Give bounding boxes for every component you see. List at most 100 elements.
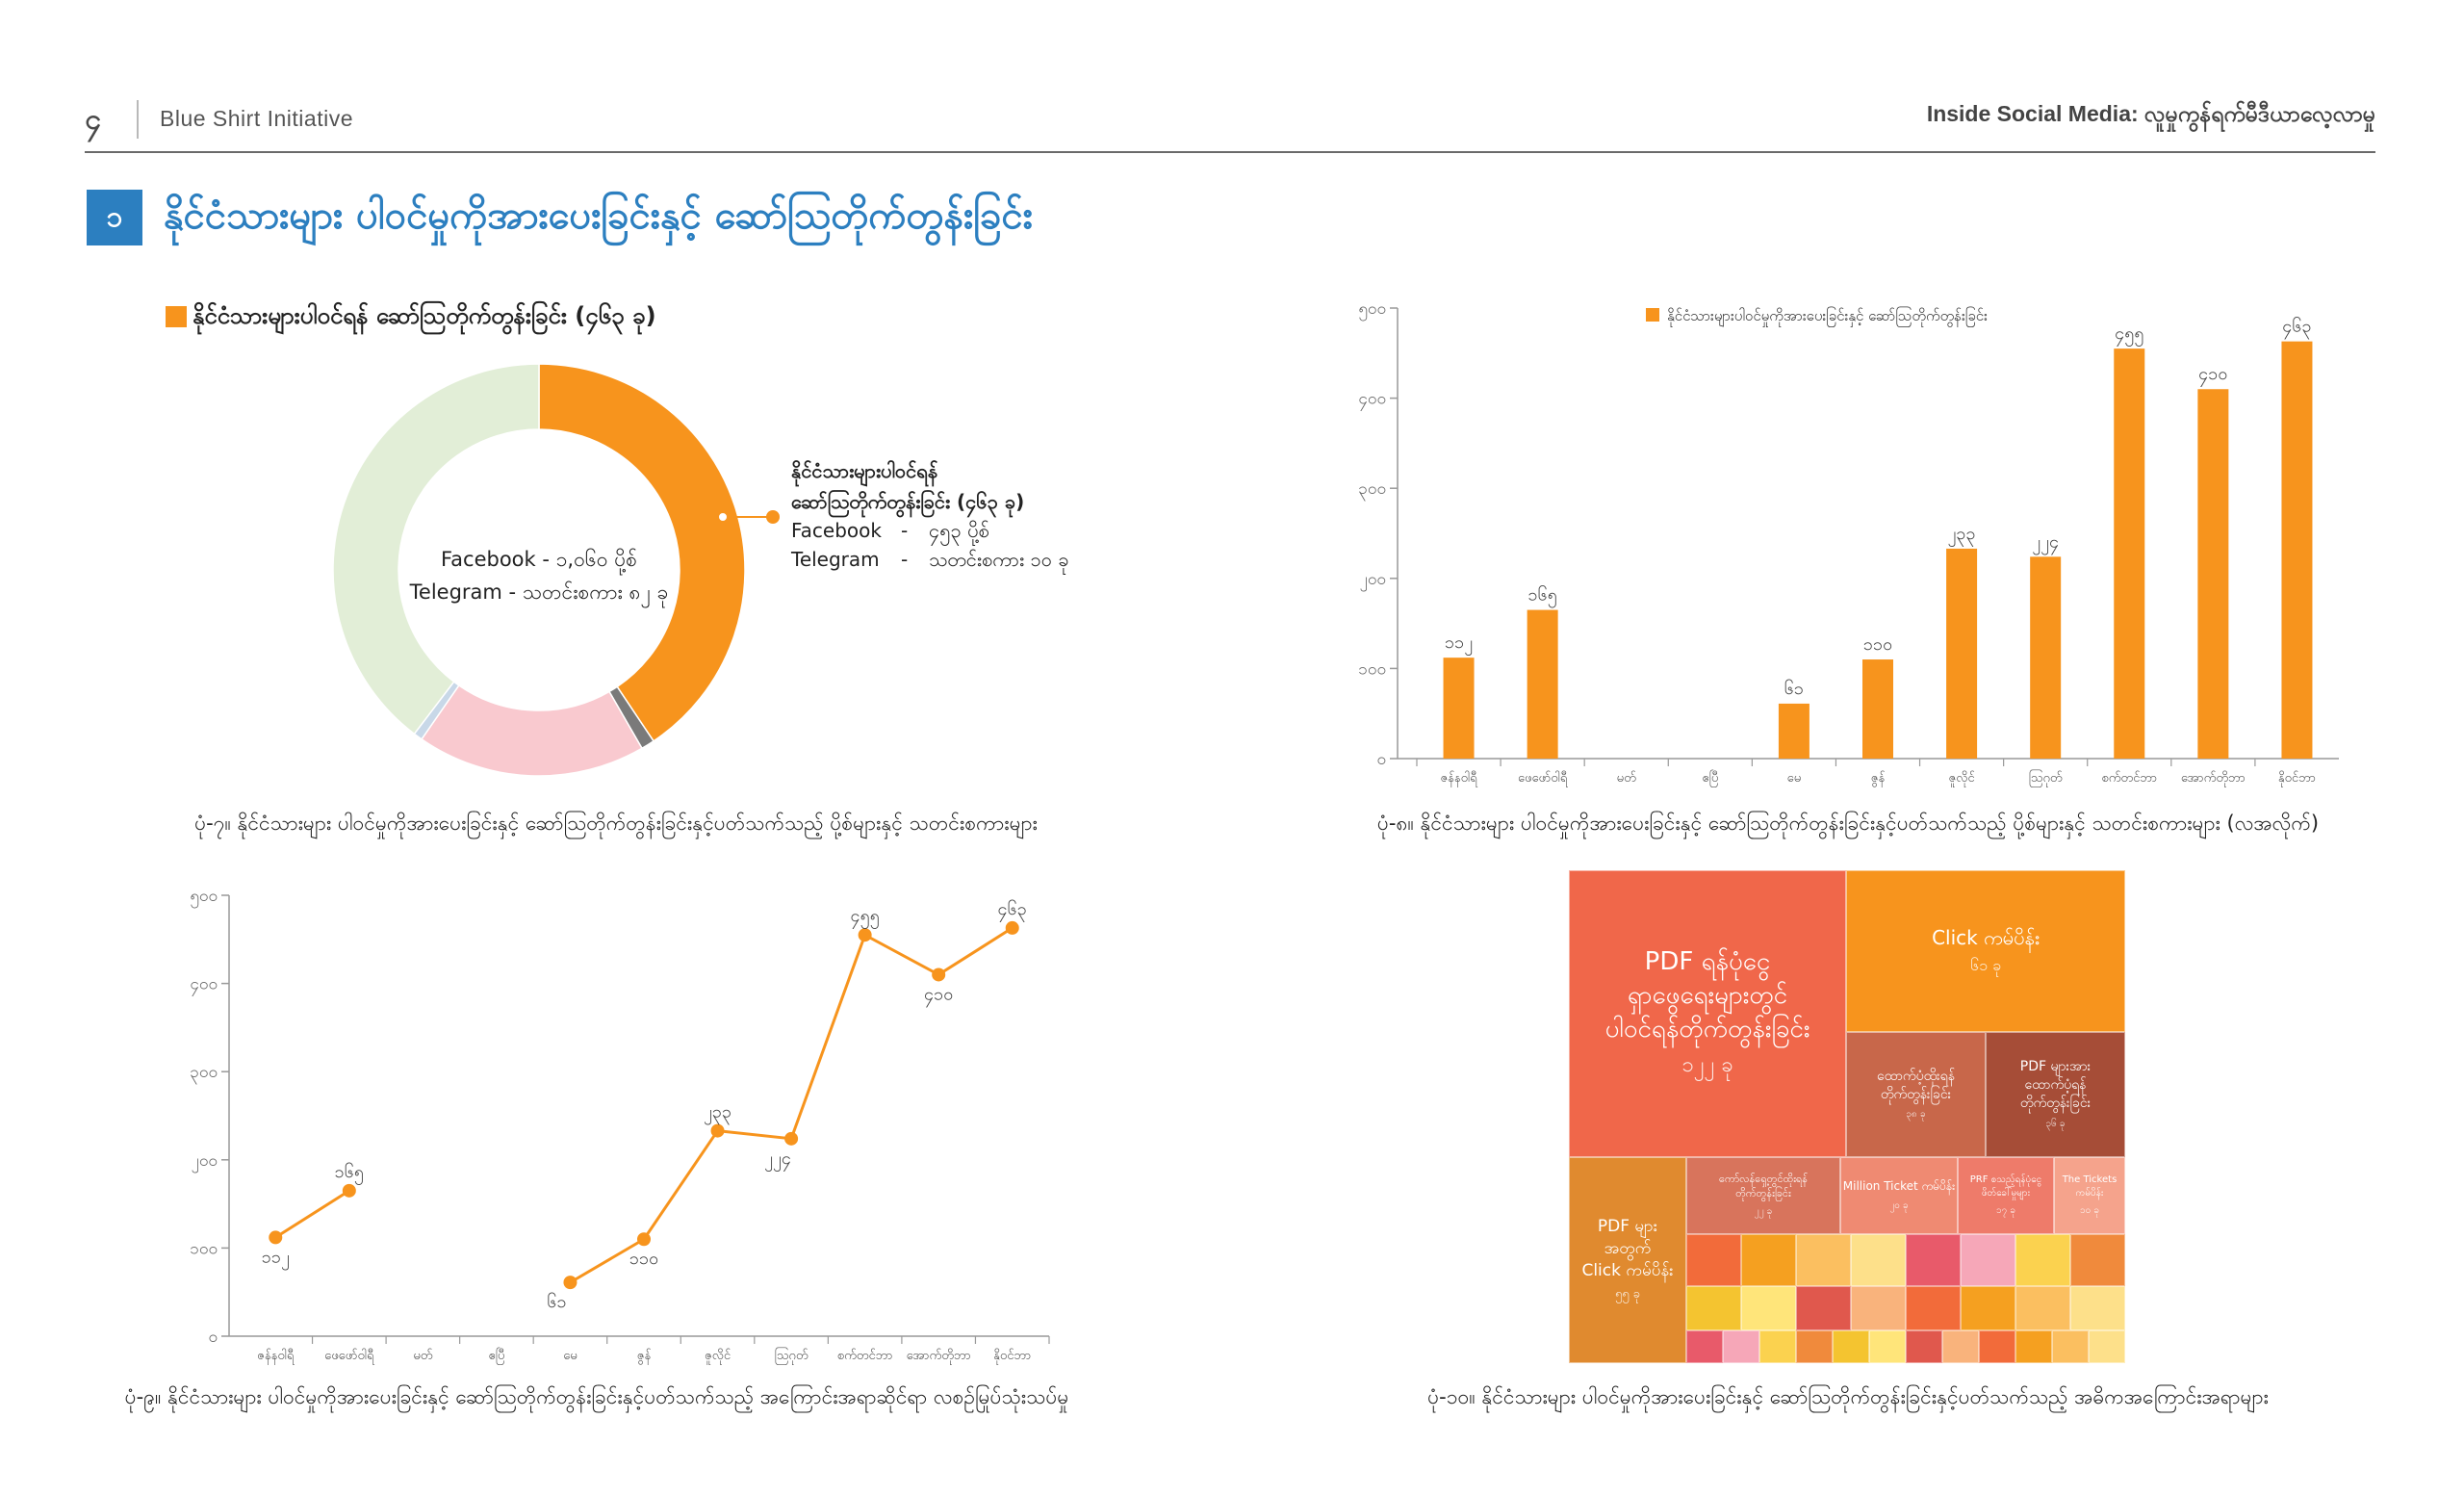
bar-9 [2197,389,2229,759]
treemap-small-tile [1759,1330,1796,1363]
line-point-9 [932,967,946,982]
bar-ytick-label: ၄၀၀ [1358,390,1386,412]
line-value-label: ၄၁၀ [924,984,953,1007]
bar-6 [1946,548,1978,759]
callout-fb-value: ၄၅၃ ပို့စ် [929,519,989,546]
bar-value-label: ၆၁ [1784,679,1804,699]
bar-value-label: ၄၁၀ [2198,364,2227,387]
bar-8 [2114,348,2145,759]
topics-treemap: PDF ရန်ပုံငွေ ရှာဖွေရေးများတွင် ပါဝင်ရန်… [1569,870,2125,1363]
bar-ytick-label: ၃၀၀ [1358,479,1386,502]
treemap-cell-label: PRF စသည့်ရန်ပုံငွေ ဖိတ်ခေါ်မှုများ [1969,1174,2042,1199]
line-xtick-label: ဇူလိုင် [705,1348,732,1365]
bar-ytick-label: ၂၀၀ [1360,570,1386,592]
line-value-label: ၁၁၀ [629,1249,658,1269]
treemap-cell: The Tickets ကမ်ပိန်း၁၀ ခု [2054,1157,2125,1234]
treemap-small-tile [1906,1286,1961,1330]
treemap-cell-value: ၆၁ ခု [1969,955,2002,974]
line-value-label: ၁၆၅ [335,1162,364,1185]
bar-xtick-label: နိုဝင်ဘာ [2278,770,2316,787]
callout-fb-label: Facebook [791,519,882,542]
treemap-small-tile [1979,1330,2015,1363]
organization-name: Blue Shirt Initiative [160,106,353,131]
line-point-7 [784,1131,799,1146]
line-value-label: ၄၅၅ [850,906,879,929]
bar-ytick-label: ၀ [1376,750,1386,769]
treemap-cell: Click ကမ်ပိန်း ၆၁ ခု [1846,870,2125,1032]
treemap-cell-label: PDF များ အတွက် Click ကမ်ပိန်း [1581,1217,1674,1280]
line-series-segment [569,926,1014,1284]
bar-value-label: ၁၁၀ [1863,634,1892,655]
treemap-small-tile [2070,1286,2125,1330]
treemap-cell: PDF ရန်ပုံငွေ ရှာဖွေရေးများတွင် ပါဝင်ရန်… [1569,870,1846,1157]
treemap-small-tile [2015,1234,2070,1286]
treemap-cell-value: ၁၂၂ ခု [1681,1053,1733,1078]
callout-anchor [717,511,729,523]
treemap-small-tile [1686,1330,1723,1363]
treemap-cell: ထောက်ပံ့ထိုးရန် တိုက်တွန်းခြင်း ၃၈ ခု [1846,1032,1986,1157]
treemap-cell-value: ၃၆ ခု [2045,1118,2066,1129]
line-xtick-label: ဇန်နဝါရီ [257,1348,295,1365]
treemap-small-tile [1796,1286,1851,1330]
treemap-small-tile [1961,1234,2015,1286]
bar-xtick-label: ဇူလိုင် [1949,770,1976,787]
bar-value-label: ၄၆၃ [2282,317,2311,340]
line-ytick-label: ၃၀၀ [190,1063,218,1085]
callout-fb-sep: - [901,519,908,542]
donut-chart: Facebook - ၁,၀၆၀ ပို့စ် Telegram - သတင်း… [332,363,1069,777]
bar-7 [2030,556,2062,759]
line-point-10 [1005,920,1019,935]
treemap-small-tile [1906,1234,1961,1286]
callout-title-line2: ဆော်သြတိုက်တွန်းခြင်း (၄၆၃ ခု) [791,489,1024,518]
bar-value-label: ၄၅၅ [2115,323,2143,347]
treemap-small-tile [1741,1234,1796,1286]
donut-legend-swatch [166,306,187,327]
treemap-small-tile [1942,1330,1979,1363]
donut-center-line1: Facebook - ၁,၀၆၀ ပို့စ် [441,547,637,576]
treemap-small-tile [1686,1286,1741,1330]
treemap-cell-value: ၂၂ ခု [1754,1206,1773,1218]
treemap-small-tile [1906,1330,1942,1363]
bar-xtick-label: ဧပြီ [1702,770,1718,787]
treemap-small-tile [1796,1330,1833,1363]
treemap-small-tile [1851,1234,1906,1286]
figure-9-caption: ပုံ-၉။ နိုင်ငံသားများ ပါဝင်မှုကိုအားပေးခ… [124,1385,1069,1408]
donut-legend-label: နိုင်ငံသားများပါဝင်ရန် ဆော်သြတိုက်တွန်းခ… [192,302,656,329]
line-xtick-label: အောက်တိုဘာ [907,1348,971,1365]
bar-1 [1527,609,1558,759]
bar-xtick-label: မတ် [1617,770,1636,786]
section-title: နိုင်ငံသားများ ပါဝင်မှုကိုအားပေးခြင်းနှင… [164,193,1033,238]
line-ytick-label: ၀ [208,1328,218,1347]
treemap-small-tile [1851,1286,1906,1330]
line-value-label: ၄၆၃ [998,899,1027,922]
line-value-label: ၆၁ [547,1292,566,1312]
line-value-label: ၂၂၄ [764,1148,791,1172]
line-xtick-label: ဇွန် [637,1348,652,1365]
treemap-small-tile [1686,1234,1741,1286]
bar-ytick-label: ၁၀၀ [1358,659,1386,679]
bar-ytick-label: ၅၀၀ [1358,299,1386,322]
line-series-segment [274,1189,350,1239]
line-point-0 [269,1230,283,1245]
publication-title: Inside Social Media: လူမှုကွန်ရက်မီဒီယာလ… [1926,101,2375,126]
treemap-small-tile [1961,1286,2015,1330]
header-divider [137,100,139,139]
donut-slice-4 [332,363,540,735]
treemap-small-tile [1869,1330,1906,1363]
donut-center-line2: Telegram - သတင်းစကား ၈၂ ခု [409,580,669,608]
callout-title-line1: နိုင်ငံသားများပါဝင်ရန် [791,459,937,487]
bar-xtick-label: ဖေဖော်ဝါရီ [1518,770,1568,787]
bar-xtick-label: ဇန်နဝါရီ [1440,770,1477,787]
treemap-cell-value: ၁၀ ခု [2079,1205,2100,1216]
callout-tg-value: သတင်းစကား ၁၀ ခု [929,548,1069,575]
treemap-cell-label: The Tickets ကမ်ပိန်း [2062,1174,2118,1199]
line-ytick-label: ၅၀၀ [190,887,218,909]
bar-xtick-label: ဇွန် [1871,770,1886,787]
treemap-small-tile [2052,1330,2089,1363]
treemap-cell-value: ၁၇ ခု [1995,1205,2016,1216]
treemap-cell-label: PDF ရန်ပုံငွေ ရှာဖွေရေးများတွင် ပါဝင်ရန်… [1604,946,1810,1045]
treemap-cell-label: Million Ticket ကမ်ပိန်း [1842,1179,1956,1194]
bar-5 [1862,659,1893,759]
treemap-small-tile [2070,1234,2125,1286]
